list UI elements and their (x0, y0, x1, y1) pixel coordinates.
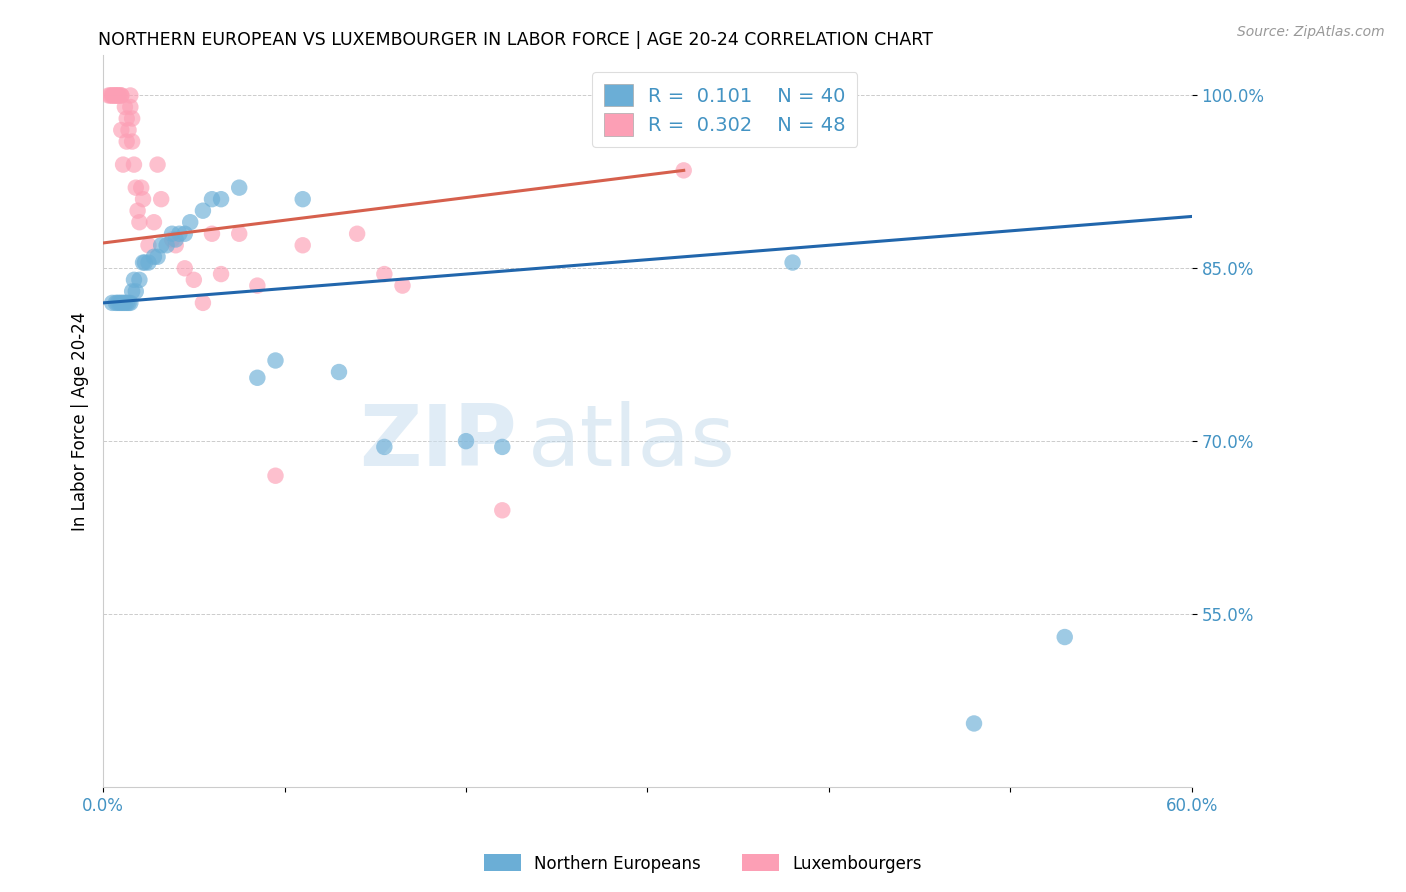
Point (132, 255, 155, 269)
Point (173, 227, 195, 241)
Point (103, 88, 125, 103)
Point (209, 192, 232, 206)
Point (115, 296, 138, 310)
Point (108, 296, 131, 310)
Point (291, 192, 314, 206)
Point (142, 250, 165, 264)
Point (120, 100, 142, 114)
Point (115, 135, 138, 149)
Point (672, 163, 695, 178)
Point (101, 296, 124, 310)
Point (150, 238, 173, 252)
Point (97, 88, 120, 103)
Point (165, 238, 187, 252)
Point (117, 296, 139, 310)
Legend: Northern Europeans, Luxembourgers: Northern Europeans, Luxembourgers (478, 847, 928, 880)
Point (101, 88, 124, 103)
Point (107, 296, 129, 310)
Point (191, 203, 214, 218)
Point (173, 261, 195, 276)
Point (125, 285, 148, 299)
Point (121, 112, 143, 126)
Point (179, 215, 201, 229)
Point (491, 503, 513, 517)
Point (125, 180, 148, 194)
Point (132, 192, 155, 206)
Point (246, 371, 269, 385)
Point (117, 123, 139, 137)
Point (122, 158, 145, 172)
Point (146, 158, 169, 172)
Point (121, 135, 143, 149)
Point (112, 296, 135, 310)
Point (373, 440, 395, 454)
Point (328, 365, 350, 379)
Point (291, 238, 314, 252)
Point (107, 88, 129, 103)
Point (150, 192, 173, 206)
Point (138, 255, 160, 269)
Point (373, 267, 395, 281)
Point (142, 215, 165, 229)
Text: atlas: atlas (527, 401, 735, 484)
Point (160, 233, 183, 247)
Point (129, 180, 152, 194)
Point (120, 296, 142, 310)
Point (104, 88, 127, 103)
Point (100, 88, 122, 103)
Point (138, 238, 160, 252)
Point (115, 112, 138, 126)
Point (782, 255, 804, 269)
Point (228, 180, 250, 194)
Point (160, 227, 183, 241)
Point (1053, 630, 1076, 644)
Point (146, 250, 169, 264)
Point (107, 88, 129, 103)
Point (454, 434, 477, 449)
Point (104, 88, 127, 103)
Text: NORTHERN EUROPEAN VS LUXEMBOURGER IN LABOR FORCE | AGE 20-24 CORRELATION CHART: NORTHERN EUROPEAN VS LUXEMBOURGER IN LAB… (98, 31, 934, 49)
Point (114, 296, 136, 310)
Point (963, 716, 986, 731)
Point (183, 273, 205, 287)
Point (346, 227, 368, 241)
Y-axis label: In Labor Force | Age 20-24: In Labor Force | Age 20-24 (72, 311, 89, 531)
Point (108, 88, 131, 103)
Point (112, 158, 135, 172)
Legend: R =  0.101    N = 40, R =  0.302    N = 48: R = 0.101 N = 40, R = 0.302 N = 48 (592, 72, 858, 147)
Point (169, 227, 191, 241)
Point (128, 273, 150, 287)
Point (127, 203, 149, 218)
Point (201, 227, 224, 241)
Point (191, 296, 214, 310)
Text: ZIP: ZIP (359, 401, 517, 484)
Point (201, 192, 224, 206)
Point (104, 296, 127, 310)
Point (391, 278, 413, 293)
Point (101, 88, 124, 103)
Point (491, 440, 513, 454)
Point (156, 238, 179, 252)
Point (114, 100, 136, 114)
Point (134, 255, 156, 269)
Point (110, 88, 132, 103)
Point (122, 273, 145, 287)
Point (110, 88, 132, 103)
Point (120, 88, 142, 103)
Point (165, 233, 187, 247)
Point (264, 353, 287, 368)
Point (264, 468, 287, 483)
Point (121, 285, 143, 299)
Point (128, 215, 150, 229)
Point (110, 296, 132, 310)
Point (228, 227, 250, 241)
Text: Source: ZipAtlas.com: Source: ZipAtlas.com (1237, 25, 1385, 39)
Point (246, 278, 269, 293)
Point (110, 123, 132, 137)
Point (209, 267, 232, 281)
